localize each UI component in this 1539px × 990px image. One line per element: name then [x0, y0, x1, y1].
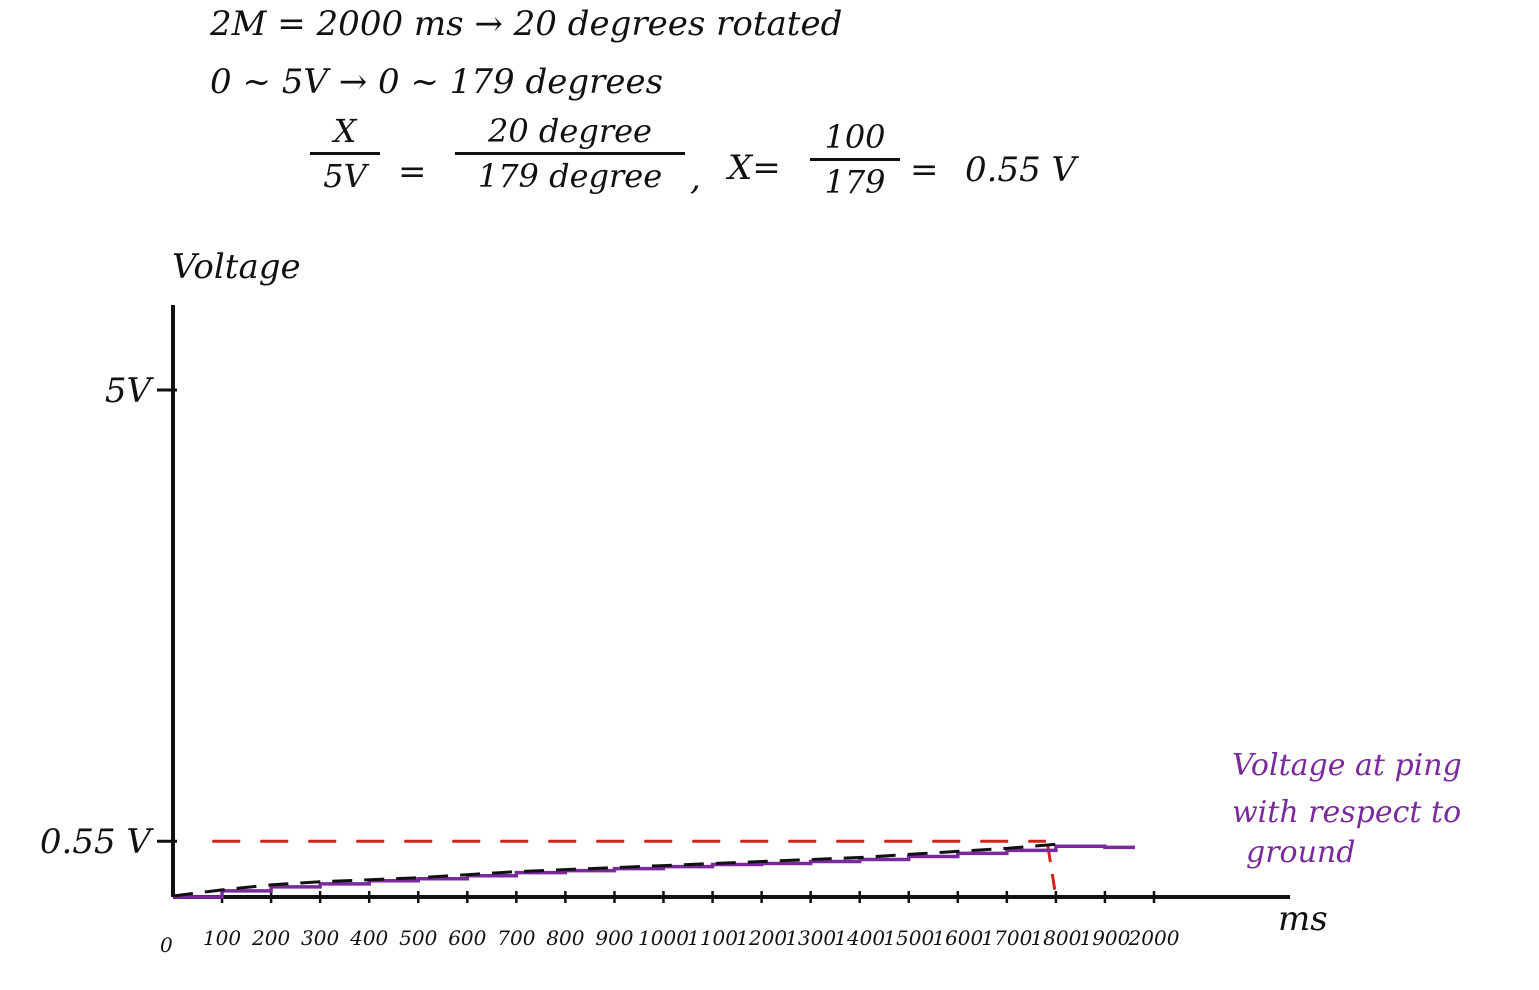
x-tick-label: 1900	[1079, 926, 1130, 950]
series-line-voltage	[173, 844, 1135, 899]
series-line-dashed	[172, 842, 1057, 898]
fraction-numerator: X	[310, 112, 380, 155]
fraction-denominator: 179 degree	[477, 157, 663, 195]
fraction-numerator: 20 degree	[455, 112, 685, 155]
x-tick-label: 1800	[1030, 926, 1081, 950]
fraction-denominator: 5V	[323, 157, 367, 195]
x-tick-label: 1000	[638, 926, 689, 950]
equals-sign: =	[398, 152, 427, 192]
x-tick-label: 1400	[834, 926, 885, 950]
x-tick-label: 800	[546, 926, 584, 950]
x-tick-label: 100	[203, 926, 241, 950]
x-equals: X=	[728, 148, 781, 188]
result-value: 0.55 V	[965, 150, 1077, 190]
x-tick-label: 200	[251, 926, 290, 950]
x-tick-label: 1600	[932, 926, 983, 950]
y-tick-label: 5V	[105, 371, 155, 411]
comma: ,	[690, 158, 701, 198]
reference-line-vertical	[1046, 846, 1058, 898]
x-axis-label: ms	[1278, 899, 1328, 939]
fraction-degrees: 20 degree 179 degree	[455, 112, 685, 195]
x-tick-label: 2000	[1128, 926, 1180, 950]
fraction-numerator: 100	[810, 118, 900, 161]
note-line-2: 0 ~ 5V → 0 ~ 179 degrees	[210, 62, 664, 102]
equals-sign: =	[910, 150, 939, 190]
x-tick-label: 400	[349, 926, 388, 950]
x-tick-label: 1100	[687, 926, 738, 950]
x-tick-label: 500	[399, 926, 437, 950]
fraction-100-over-179: 100 179	[810, 118, 900, 201]
x-tick-label: 1300	[785, 926, 836, 950]
fraction-denominator: 179	[824, 163, 886, 201]
x-tick-label: 1200	[736, 926, 787, 950]
legend-line-2: with respect to	[1232, 795, 1461, 830]
legend-line-1: Voltage at ping	[1232, 748, 1462, 783]
x-tick-label: 1500	[883, 926, 934, 950]
fraction-x-over-5v: X 5V	[310, 112, 380, 195]
x-tick-label: 300	[301, 926, 339, 950]
y-tick-label: 0.55 V	[40, 822, 155, 862]
y-axis-label: Voltage	[172, 247, 301, 287]
legend-line-3: ground	[1246, 835, 1355, 870]
note-line-1: 2M = 2000 ms → 20 degrees rotated	[210, 4, 843, 44]
x-tick-label: 700	[497, 926, 535, 950]
x-origin-label: 0	[160, 933, 173, 957]
x-tick-label: 1700	[981, 926, 1032, 950]
x-tick-label: 600	[448, 926, 486, 950]
x-tick-label: 900	[595, 926, 633, 950]
